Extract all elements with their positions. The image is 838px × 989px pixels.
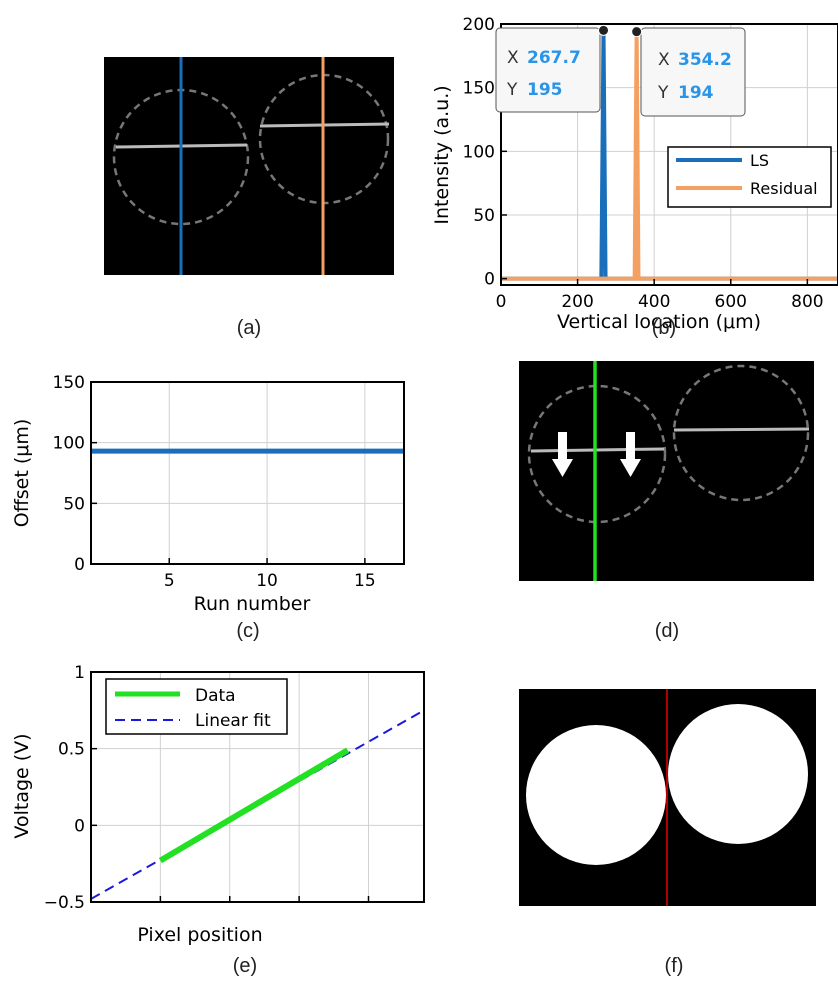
datatip-marker[interactable] <box>598 24 610 36</box>
x-tick-label: 800 <box>791 292 823 312</box>
b-axes-box <box>500 23 838 286</box>
panel-d-image <box>519 361 814 581</box>
d-line-left <box>530 447 665 453</box>
b-xlabel: Vertical location (μm) <box>557 311 761 333</box>
b-datatip-2[interactable]: X 354.2 Y 194 <box>640 27 746 117</box>
e-xlabel: Pixel position <box>137 924 262 946</box>
e-axes-box <box>90 671 425 903</box>
y-tick-label: 1 <box>74 663 85 683</box>
x-tick-label: 400 <box>214 909 246 910</box>
x-tick-label: 10 <box>256 571 278 591</box>
y-tick-label: 50 <box>63 494 85 514</box>
x-tick-label: 600 <box>283 909 315 910</box>
e-legend: Data Linear fit <box>105 678 288 735</box>
x-tick-label: 600 <box>715 292 747 312</box>
d-circle-left <box>527 384 667 524</box>
datatip1-x-value: 267.7 <box>527 48 581 68</box>
y-tick-label: 0 <box>74 555 85 575</box>
x-tick-label: 200 <box>561 292 593 312</box>
datatip-marker[interactable] <box>631 26 643 38</box>
datatip2-y-label: Y <box>657 83 669 103</box>
y-tick-label: 200 <box>463 15 495 35</box>
series-data-line <box>158 747 350 864</box>
b-datatip-1[interactable]: X 267.7 Y 195 <box>495 27 601 113</box>
panel-a-image <box>104 57 394 275</box>
x-tick-label: 0 <box>86 909 97 910</box>
d-line-right <box>673 427 810 432</box>
f-circle-left <box>526 725 666 865</box>
caption-b: (b) <box>651 317 677 339</box>
panel-b-chart: 0 200 400 600 800 0 50 100 150 200 Intensity (a.u… <box>431 15 838 333</box>
datatip1-y-value: 195 <box>527 80 563 100</box>
panel-f-image <box>519 689 816 906</box>
caption-c: (c) <box>236 620 260 642</box>
panel-f-svg <box>526 689 808 906</box>
c-ylabel: Offset (μm) <box>11 419 33 528</box>
panel-a-svg <box>112 57 390 275</box>
c-axes-box <box>90 381 405 565</box>
down-arrow-icon <box>552 432 573 477</box>
datatip2-x-value: 354.2 <box>678 50 732 70</box>
y-tick-label: 150 <box>463 79 495 99</box>
x-tick-label: 15 <box>354 571 376 591</box>
e-ylabel: Voltage (V) <box>11 733 33 838</box>
e-legend-fit: Linear fit <box>195 711 271 731</box>
x-tick-label: 400 <box>638 292 670 312</box>
x-tick-label: 0 <box>496 292 507 312</box>
panel-d-svg <box>527 361 810 581</box>
d-circle-right <box>672 364 810 502</box>
datatip1-y-label: Y <box>506 80 518 100</box>
b-legend-residual: Residual <box>750 179 818 198</box>
y-tick-label: 100 <box>463 142 495 162</box>
f-circle-right <box>668 704 808 844</box>
caption-a: (a) <box>236 317 262 339</box>
y-tick-label: −0.5 <box>44 893 85 910</box>
x-tick-label: 5 <box>164 571 175 591</box>
datatip1-x-label: X <box>507 48 519 68</box>
down-arrow-icon <box>620 432 641 477</box>
x-tick-label: 200 <box>144 909 176 910</box>
x-tick-label: 800 <box>352 909 384 910</box>
datatip2-y-value: 194 <box>678 83 714 103</box>
svg-text:X: X <box>507 48 519 68</box>
b-ylabel: Intensity (a.u.) <box>431 85 453 224</box>
y-tick-label: 150 <box>53 373 85 393</box>
b-legend-ls: LS <box>750 151 769 170</box>
y-tick-label: 0 <box>484 270 495 290</box>
caption-f: (f) <box>664 955 684 977</box>
y-tick-label: 0 <box>74 816 85 836</box>
c-xlabel: Run number <box>194 593 311 615</box>
caption-d: (d) <box>654 620 680 642</box>
b-legend: LS Residual <box>667 146 832 208</box>
caption-e: (e) <box>232 955 258 977</box>
y-tick-label: 50 <box>473 206 495 226</box>
panel-e-xlabel-wrap: Pixel position <box>137 924 262 946</box>
y-tick-label: 0.5 <box>58 740 85 760</box>
datatip2-x-label: X <box>658 50 670 70</box>
y-tick-label: 100 <box>53 434 85 454</box>
e-legend-data: Data <box>195 686 236 706</box>
